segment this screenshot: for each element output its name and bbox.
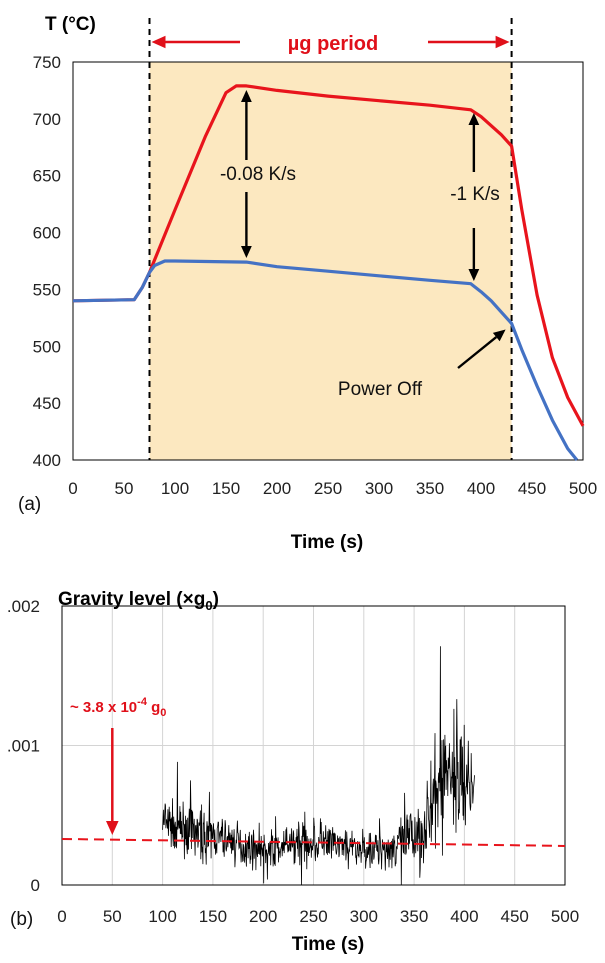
x-tick-label: 150 <box>212 479 240 498</box>
microgravity-period-label: µg period <box>288 33 378 55</box>
x-tick-label: 350 <box>400 907 428 926</box>
x-tick-label: 50 <box>103 907 122 926</box>
average-gravity-dashed-line <box>61 837 566 847</box>
cooling-rate-label-1: -0.08 K/s <box>220 164 296 185</box>
power-off-label: Power Off <box>338 379 423 400</box>
y-tick-label: .002 <box>7 597 40 616</box>
y-tick-label: 750 <box>33 53 61 72</box>
panel-a-temperature-chart: 400 450 500 550 600 650 700 750 0 50 100 150 200 250… <box>18 14 597 553</box>
x-tick-label: 50 <box>115 479 134 498</box>
chart-title-text: Gravity level (×g <box>58 589 205 610</box>
x-tick-label: 450 <box>518 479 546 498</box>
y-tick-label: 650 <box>33 167 61 186</box>
y-tick-label: 600 <box>33 224 61 243</box>
y-tick-label: 450 <box>33 394 61 413</box>
rate-arrow-down-1-head <box>241 246 252 258</box>
y-tick-label: 700 <box>33 110 61 129</box>
plot-frame <box>61 605 566 886</box>
x-axis-label: Time (s) <box>292 934 365 955</box>
power-off-arrow <box>457 336 498 369</box>
period-right-arrow-head <box>495 35 510 49</box>
gravity-level-trace <box>162 646 475 886</box>
y-tick-label: 0 <box>31 876 40 895</box>
x-tick-label: 250 <box>299 907 327 926</box>
x-tick-label: 150 <box>199 907 227 926</box>
period-left-arrow-head <box>151 35 166 49</box>
x-tick-label: 400 <box>450 907 478 926</box>
x-tick-label: 500 <box>551 907 579 926</box>
y-tick-label: 500 <box>33 337 61 356</box>
x-tick-label: 350 <box>416 479 444 498</box>
rate-arrow-up-2-head <box>468 113 480 125</box>
x-tick-label: 200 <box>249 907 277 926</box>
temperature-series-1 <box>72 84 585 427</box>
y-tick-label: 400 <box>33 451 61 470</box>
panel-b-gravity-chart: 0 .001 .002 0 50 100 150 200 250 300 350 400 450 500… <box>7 589 579 955</box>
x-axis-label: Time (s) <box>291 532 364 553</box>
y-tick-label: .001 <box>7 737 40 756</box>
y-axis-label: T (°C) <box>45 14 96 35</box>
average-gravity-arrow-head <box>106 820 119 835</box>
average-gravity-annotation: ~ 3.8 x 10-4 g0 <box>70 696 166 719</box>
x-tick-label: 450 <box>501 907 529 926</box>
x-tick-label: 300 <box>365 479 393 498</box>
x-tick-label: 0 <box>68 479 77 498</box>
panel-label: (b) <box>10 909 33 930</box>
x-tick-label: 400 <box>467 479 495 498</box>
chart-title: Gravity level (×g0) <box>58 589 219 613</box>
rate-arrow-up-1-head <box>241 90 252 102</box>
x-tick-label: 500 <box>569 479 597 498</box>
x-tick-label: 100 <box>148 907 176 926</box>
cooling-rate-label-2: -1 K/s <box>450 184 500 205</box>
panel-label: (a) <box>18 494 41 515</box>
plot-frame <box>72 61 584 461</box>
y-tick-label: 550 <box>33 280 61 299</box>
x-tick-label: 300 <box>350 907 378 926</box>
x-tick-label: 200 <box>263 479 291 498</box>
x-tick-label: 0 <box>57 907 66 926</box>
x-tick-label: 250 <box>314 479 342 498</box>
x-tick-label: 100 <box>161 479 189 498</box>
rate-arrow-down-2-head <box>468 269 480 281</box>
power-off-arrow-head <box>492 329 506 342</box>
temperature-series-2 <box>72 259 579 462</box>
